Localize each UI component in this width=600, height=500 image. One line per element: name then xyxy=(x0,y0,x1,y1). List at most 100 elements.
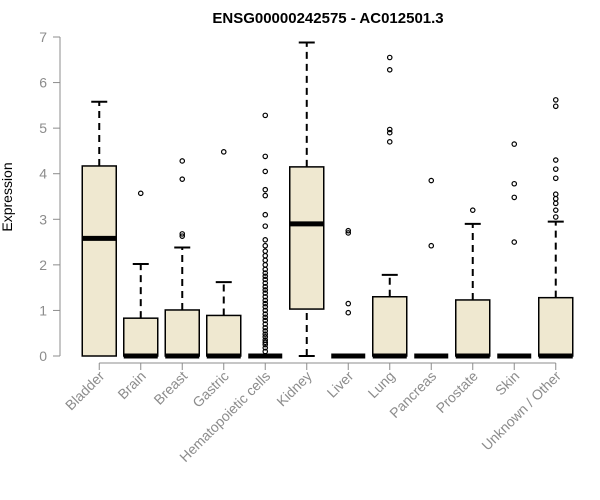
box-group xyxy=(331,227,366,359)
y-tick-label: 3 xyxy=(39,211,47,227)
outlier-point xyxy=(262,297,269,304)
y-axis-label: Expression xyxy=(0,162,15,231)
outlier-point xyxy=(262,186,269,193)
outlier-point xyxy=(262,321,269,327)
box-group xyxy=(164,158,200,359)
box-group xyxy=(289,41,325,357)
outlier-point xyxy=(262,257,269,264)
outlier-point xyxy=(345,230,352,236)
outlier-point xyxy=(552,200,559,207)
outlier-point xyxy=(262,223,269,229)
outlier-point xyxy=(137,190,144,197)
outlier-point xyxy=(262,290,269,296)
y-tick-label: 2 xyxy=(39,257,47,273)
outlier-point xyxy=(262,300,269,307)
box-iqr xyxy=(164,309,200,357)
outlier-point xyxy=(386,54,393,61)
x-tick-label: Lung xyxy=(365,368,398,401)
outlier-point xyxy=(552,97,559,103)
outlier-point xyxy=(262,324,269,331)
outlier-point xyxy=(262,314,269,321)
outlier-point xyxy=(262,293,269,300)
plot-area xyxy=(81,41,574,359)
outlier-point xyxy=(345,227,352,234)
outlier-point xyxy=(552,166,559,172)
outlier-point xyxy=(428,177,435,184)
chart-title: ENSG00000242575 - AC012501.3 xyxy=(212,10,443,27)
outlier-point xyxy=(386,129,393,136)
outlier-point xyxy=(262,337,269,343)
outlier-point xyxy=(262,211,269,218)
outlier-point xyxy=(386,126,393,133)
outlier-point xyxy=(262,192,269,199)
outlier-point xyxy=(262,280,269,286)
outlier-point xyxy=(262,303,269,310)
box-group xyxy=(497,141,532,359)
outlier-point xyxy=(428,242,435,249)
box-group xyxy=(81,100,117,357)
box-iqr xyxy=(81,165,117,357)
y-tick-label: 7 xyxy=(39,29,47,45)
x-tick-label: Brain xyxy=(114,368,148,402)
box-iqr xyxy=(372,296,408,357)
outlier-point xyxy=(262,311,269,317)
outlier-point xyxy=(469,207,476,213)
box-iqr xyxy=(289,166,325,310)
outlier-point xyxy=(511,194,518,201)
x-tick-label: Skin xyxy=(492,368,523,399)
outlier-point xyxy=(262,248,269,254)
y-tick-label: 5 xyxy=(39,120,47,136)
box-group xyxy=(414,177,449,359)
box-iqr xyxy=(538,296,574,357)
outlier-point xyxy=(552,191,559,198)
outlier-point xyxy=(386,67,393,73)
outlier-point xyxy=(552,195,559,202)
outlier-point xyxy=(179,176,186,182)
outlier-point xyxy=(552,175,559,182)
box-iqr xyxy=(455,299,491,357)
outlier-point xyxy=(262,236,269,243)
outlier-point xyxy=(552,207,559,213)
x-tick-label: Liver xyxy=(324,368,357,401)
y-tick-label: 6 xyxy=(39,75,47,91)
box-group xyxy=(372,54,408,359)
outlier-point xyxy=(552,214,559,220)
outlier-point xyxy=(262,262,269,268)
outlier-point xyxy=(262,348,269,355)
y-tick-label: 0 xyxy=(39,348,47,364)
outlier-point xyxy=(262,331,269,337)
outlier-point xyxy=(345,300,352,307)
outlier-point xyxy=(552,103,559,110)
outlier-point xyxy=(262,153,269,160)
outlier-point xyxy=(262,273,269,280)
box-group xyxy=(455,207,491,359)
box-group xyxy=(538,97,574,359)
x-tick-label: Bladder xyxy=(62,368,108,414)
outlier-point xyxy=(220,149,227,155)
outlier-point xyxy=(179,158,186,164)
outlier-point xyxy=(511,239,518,245)
outlier-point xyxy=(262,276,269,283)
outlier-point xyxy=(262,168,269,175)
outlier-point xyxy=(262,328,269,334)
outlier-point xyxy=(262,307,269,314)
outlier-point xyxy=(511,141,518,147)
outlier-point xyxy=(552,157,559,163)
box-iqr xyxy=(123,317,159,357)
outlier-point xyxy=(386,139,393,145)
outlier-point xyxy=(511,180,518,187)
y-tick-label: 4 xyxy=(39,166,47,182)
outlier-point xyxy=(262,283,269,290)
outlier-point xyxy=(262,252,269,259)
outlier-point xyxy=(262,242,269,249)
y-tick-label: 1 xyxy=(39,302,47,318)
x-tick-label: Breast xyxy=(150,368,190,408)
outlier-point xyxy=(345,309,352,316)
x-tick-label: Prostate xyxy=(433,368,481,416)
box-iqr xyxy=(206,314,242,357)
box-group xyxy=(123,190,159,359)
outlier-point xyxy=(262,270,269,276)
box-group xyxy=(206,149,242,359)
outlier-point xyxy=(179,233,186,239)
